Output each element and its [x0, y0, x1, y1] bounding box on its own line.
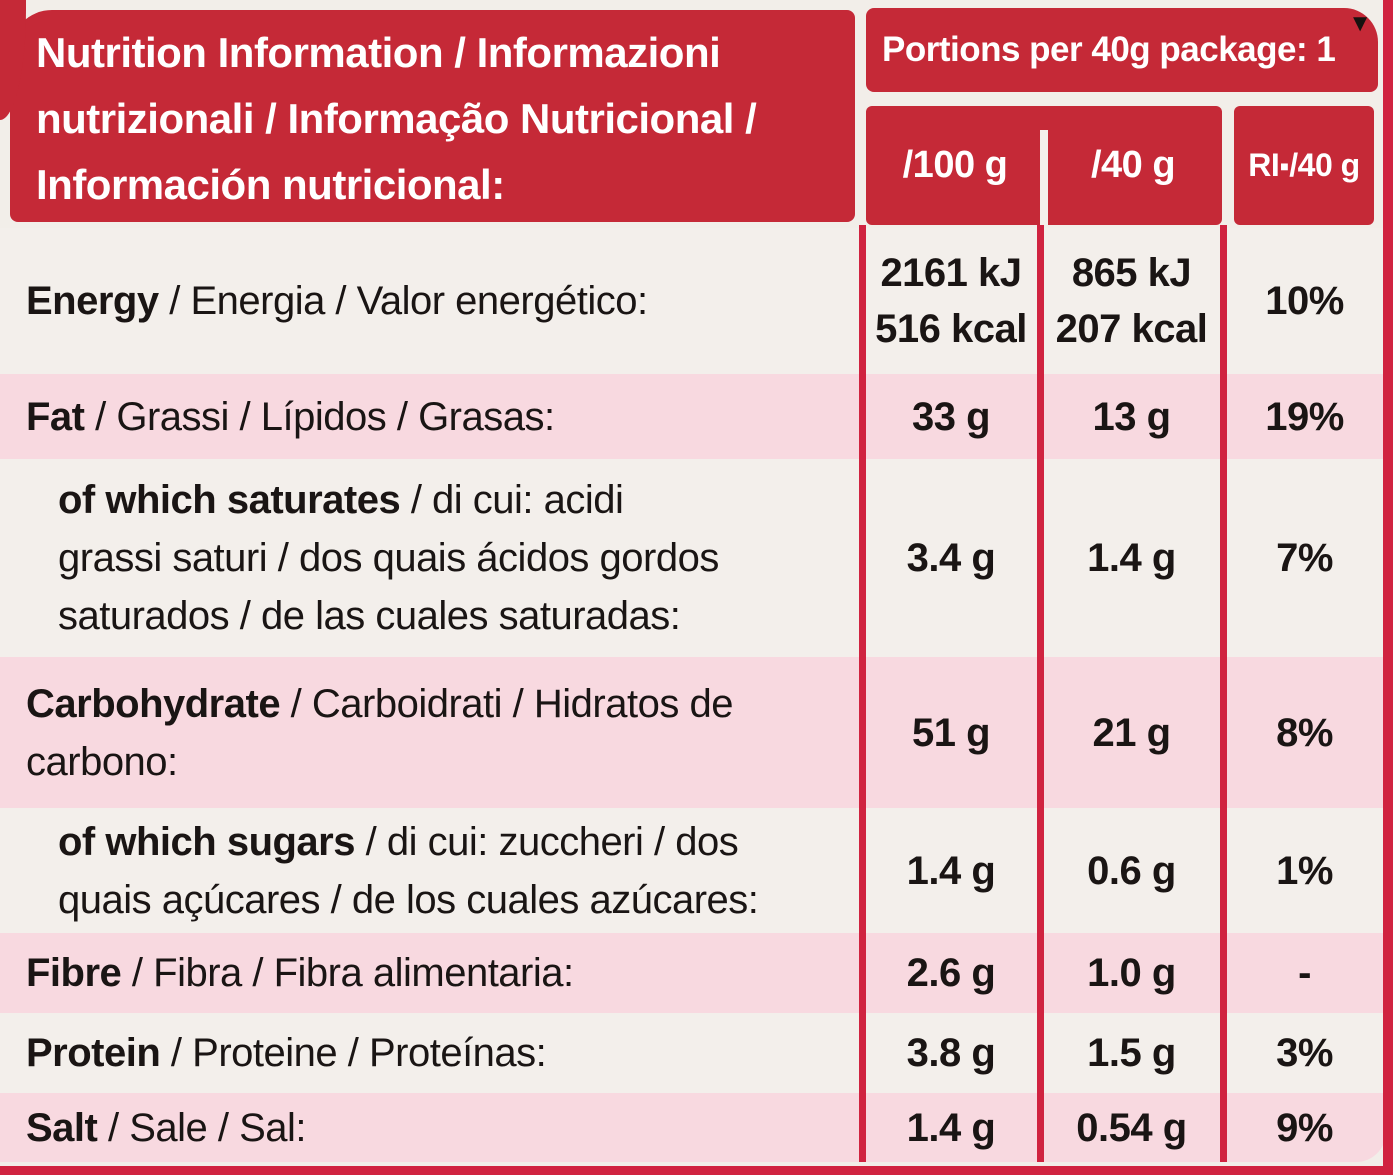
nutrient-term: Fat — [26, 394, 85, 439]
nutrient-translations: / Proteine / Proteínas: — [160, 1031, 547, 1075]
value-per-100g: 51 g — [911, 710, 991, 755]
nutrient-name: Salt / Sale / Sal: — [0, 1093, 862, 1162]
value-ri-percent: 8% — [1276, 710, 1333, 755]
value-per-100g: 33 g — [911, 394, 991, 439]
nutrition-title: Nutrition Information / Informazioni nut… — [36, 29, 757, 208]
value-ri-percent: 7% — [1276, 536, 1333, 580]
value-per-40g: 0.54 g — [1076, 1105, 1187, 1150]
nutrition-title-block: Nutrition Information / Informazioni nut… — [10, 10, 855, 222]
nutrient-name: Carbohydrate / Carboidrati / Hidratos de… — [0, 657, 862, 808]
nutrient-term: Carbohydrate — [26, 681, 281, 726]
nutrient-name: of which saturates / di cui: acidi grass… — [0, 459, 862, 657]
nutrient-translations: / Fibra / Fibra alimentaria: — [121, 951, 574, 995]
value-per-40g: 13 g — [1092, 394, 1171, 439]
row-energy: Energy / Energia / Valor energético: 216… — [0, 228, 1386, 374]
nutrition-table-body: Energy / Energia / Valor energético: 216… — [0, 228, 1386, 1162]
value-ri-percent: - — [1298, 951, 1311, 995]
row-fibre: Fibre / Fibra / Fibra alimentaria: 2.6 g… — [0, 933, 1386, 1013]
value-ri-percent: 10% — [1265, 279, 1344, 323]
value-per-100g: 2161 kJ 516 kcal — [875, 251, 1027, 351]
value-per-100g: 1.4 g — [906, 848, 996, 893]
column-separator-100g-40g — [1037, 225, 1044, 1162]
frame-bottom-edge — [0, 1166, 1393, 1175]
row-fat: Fat / Grassi / Lípidos / Grasas: 33 g 13… — [0, 374, 1386, 459]
nutrient-name: of which sugars / di cui: zuccheri / dos… — [0, 808, 862, 933]
nutrient-name: Energy / Energia / Valor energético: — [0, 228, 862, 374]
column-header-ri: RI ■ /40 g — [1234, 106, 1374, 225]
nutrient-name: Protein / Proteine / Proteínas: — [0, 1013, 862, 1093]
nutrient-translations: / Grassi / Lípidos / Grasas: — [84, 394, 555, 439]
nutrient-name: Fibre / Fibra / Fibra alimentaria: — [0, 933, 862, 1013]
row-sugars: of which sugars / di cui: zuccheri / dos… — [0, 808, 1386, 933]
value-ri-percent: 1% — [1276, 848, 1333, 893]
value-ri-percent: 19% — [1265, 394, 1344, 439]
column-separator-labels-100g — [859, 225, 866, 1162]
nutrient-term: Protein — [26, 1031, 161, 1075]
column-header-divider — [1040, 130, 1048, 225]
nutrient-translations: / Carboidrati / Hidratos de carbono: — [26, 681, 733, 784]
row-protein: Protein / Proteine / Proteínas: 3.8 g 1.… — [0, 1013, 1386, 1093]
value-per-40g: 1.4 g — [1087, 536, 1176, 580]
portions-label: Portions per 40g package: 1 — [882, 30, 1336, 69]
value-per-40g: 21 g — [1092, 710, 1171, 755]
value-per-40g: 865 kJ 207 kcal — [1055, 251, 1208, 351]
value-per-100g: 3.8 g — [906, 1031, 996, 1075]
value-per-100g: 1.4 g — [906, 1105, 996, 1150]
value-per-100g: 2.6 g — [906, 951, 996, 995]
value-per-40g: 1.5 g — [1087, 1031, 1176, 1075]
nutrient-translations: / di cui: zuccheri / dos quais açúcares … — [58, 819, 759, 922]
nutrient-term: of which sugars — [58, 819, 356, 864]
row-saturates: of which saturates / di cui: acidi grass… — [0, 459, 1386, 657]
row-salt: Salt / Sale / Sal: 1.4 g 0.54 g 9% — [0, 1093, 1386, 1162]
nutrient-term: Energy — [26, 279, 159, 323]
nutrient-term: Fibre — [26, 951, 122, 995]
row-carbohydrate: Carbohydrate / Carboidrati / Hidratos de… — [0, 657, 1386, 808]
ri-unit-label: /40 g — [1289, 147, 1360, 183]
value-ri-percent: 9% — [1276, 1105, 1333, 1150]
frame-right-edge — [1383, 0, 1393, 1175]
column-header-per-100g: /100 g — [902, 144, 1008, 186]
nutrient-translations: / di cui: acidi grassi saturi / dos quai… — [58, 478, 719, 638]
footnote-triangle-marker: ▼ — [1348, 10, 1372, 37]
nutrient-translations: / Energia / Valor energético: — [158, 279, 648, 323]
value-per-100g: 3.4 g — [906, 536, 996, 580]
column-separator-40g-ri — [1220, 225, 1227, 1162]
value-per-40g: 1.0 g — [1087, 951, 1176, 995]
value-ri-percent: 3% — [1276, 1031, 1333, 1075]
nutrient-term: of which saturates — [58, 478, 401, 522]
nutrient-translations: / Sale / Sal: — [97, 1105, 307, 1150]
ri-label: RI — [1248, 147, 1280, 183]
column-header-per-40g: /40 g — [1090, 144, 1176, 186]
nutrient-name: Fat / Grassi / Lípidos / Grasas: — [0, 374, 862, 459]
footnote-square-marker: ■ — [1280, 157, 1289, 174]
nutrient-term: Salt — [26, 1105, 98, 1150]
value-per-40g: 0.6 g — [1087, 848, 1176, 893]
portions-block: Portions per 40g package: 1 ▼ — [866, 8, 1378, 92]
column-headers-amounts: /100 g /40 g — [866, 106, 1222, 225]
